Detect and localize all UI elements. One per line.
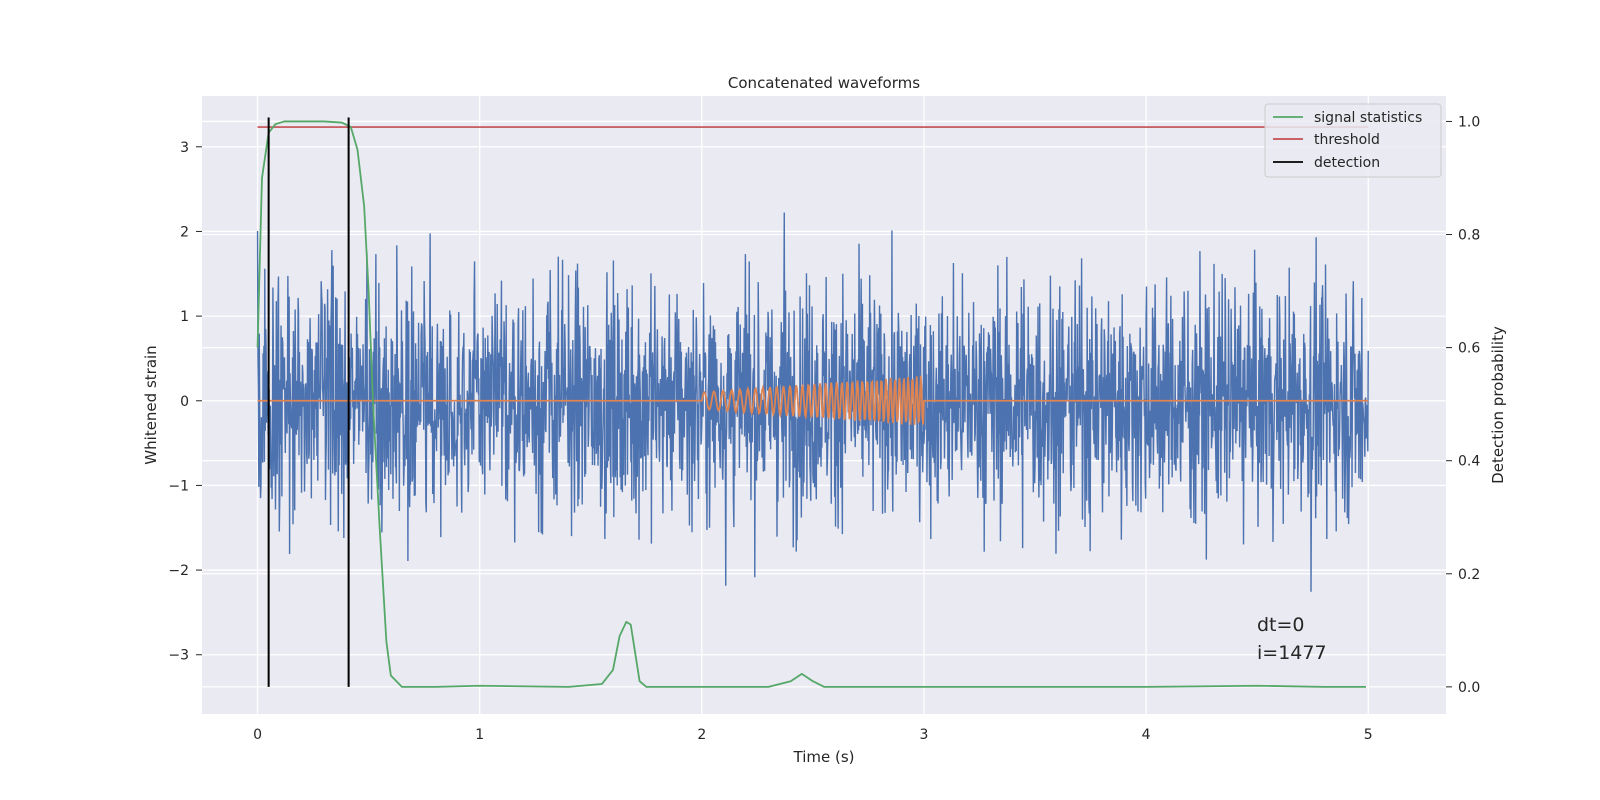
y-tick-label-left: −3 <box>168 648 189 664</box>
y-tick-label-left: 1 <box>180 309 189 325</box>
x-tick-label: 3 <box>920 727 929 743</box>
y-tick-label-right: 0.2 <box>1458 567 1480 583</box>
x-tick-label: 5 <box>1364 727 1373 743</box>
y-tick-label-right: 0.4 <box>1458 454 1480 470</box>
annotation-i: i=1477 <box>1257 642 1327 664</box>
chart-title: Concatenated waveforms <box>728 74 920 92</box>
x-tick-label: 2 <box>697 727 706 743</box>
y-tick-label-left: −1 <box>168 478 189 494</box>
legend-label-signal-statistics: signal statistics <box>1314 110 1422 126</box>
y-axis-label-right: Detection probability <box>1489 326 1507 484</box>
chirp-line <box>257 375 1369 425</box>
x-axis-label: Time (s) <box>793 748 855 766</box>
y-tick-label-left: 0 <box>180 394 189 410</box>
y-tick-label-right: 1.0 <box>1458 114 1480 130</box>
axis-ticks: 0 1 2 3 4 5 −3 −2 −1 0 1 2 3 0.0 0.2 0.4 0.6 0.8 1.0 <box>168 114 1480 743</box>
strain-line <box>256 212 1369 592</box>
x-tick-label: 4 <box>1142 727 1151 743</box>
legend-label-detection: detection <box>1314 155 1380 171</box>
legend-label-threshold: threshold <box>1314 132 1380 148</box>
y-tick-label-left: 3 <box>180 140 189 156</box>
y-axis-label-left: Whitened strain <box>142 345 160 464</box>
x-tick-label: 0 <box>253 727 262 743</box>
signal-statistics-line <box>256 120 1367 688</box>
y-tick-label-left: −2 <box>168 563 189 579</box>
y-tick-label-left: 2 <box>180 224 189 240</box>
y-tick-label-right: 0.6 <box>1458 341 1480 357</box>
x-tick-label: 1 <box>475 727 484 743</box>
probability-series <box>256 117 1369 688</box>
legend: signal statistics threshold detection <box>1264 103 1442 178</box>
y-tick-label-right: 0.8 <box>1458 228 1480 244</box>
blue-strain-series <box>256 212 1369 592</box>
y-tick-label-right: 0.0 <box>1458 680 1480 696</box>
annotation-dt: dt=0 <box>1257 614 1305 636</box>
orange-chirp-series <box>257 375 1369 425</box>
legend-box <box>1264 103 1442 178</box>
